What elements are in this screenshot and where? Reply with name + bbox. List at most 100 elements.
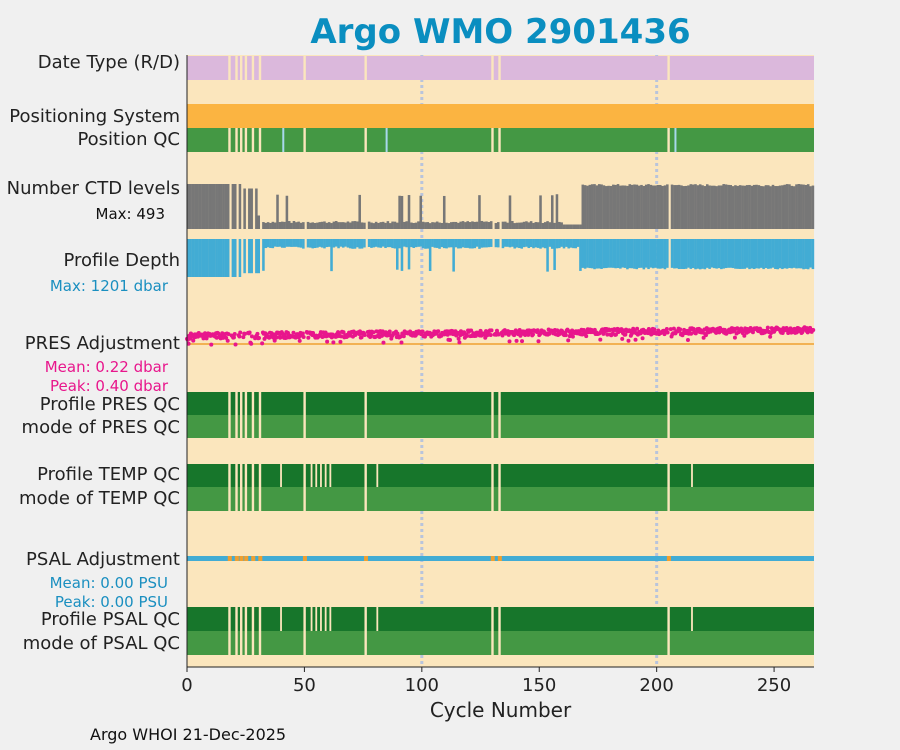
depth-bar	[546, 239, 549, 272]
ctd-bar	[370, 222, 373, 229]
label-psal-adjustment: PSAL Adjustment	[25, 549, 180, 570]
pres-point	[732, 335, 737, 340]
gap-mark	[498, 607, 501, 631]
depth-bar	[346, 239, 350, 248]
ctd-bar	[403, 221, 406, 229]
pres-point	[249, 334, 254, 339]
note-pres-mean: Mean: 0.22 dbar	[44, 358, 168, 376]
gap-mark	[364, 631, 367, 655]
depth-bar	[689, 239, 693, 269]
ctd-bar	[785, 184, 789, 229]
depth-bar	[534, 239, 538, 248]
depth-bar	[337, 239, 340, 249]
depth-bar	[323, 239, 326, 249]
ctd-bar	[351, 221, 354, 229]
gap-mark	[667, 487, 670, 511]
depth-bar	[635, 239, 639, 270]
ctd-bar	[485, 221, 488, 229]
ctd-bar	[201, 184, 204, 229]
depth-bar	[804, 239, 808, 269]
depth-bar	[344, 239, 347, 247]
psal-gap	[490, 556, 495, 561]
pres-point	[445, 332, 450, 337]
label-profile-temp-qc: Profile TEMP QC	[37, 464, 180, 485]
gap-mark	[258, 464, 262, 487]
depth-bar	[442, 239, 446, 249]
gap-mark	[364, 56, 367, 80]
ctd-bar	[642, 185, 646, 229]
ctd-bar	[445, 222, 448, 229]
depth-bar	[520, 239, 524, 249]
depth-bar	[684, 239, 688, 269]
pres-point	[640, 336, 645, 341]
ctd-bar	[419, 195, 423, 229]
depth-bar	[428, 239, 432, 272]
depth-bar	[194, 239, 197, 277]
depth-bar	[717, 239, 721, 269]
ctd-bar	[341, 222, 345, 229]
ctd-bar	[316, 222, 319, 229]
temp-qc-gap	[315, 464, 318, 487]
pres-point	[436, 329, 441, 334]
ctd-bar	[792, 186, 796, 229]
ctd-bar	[647, 184, 650, 229]
gap-mark	[498, 392, 501, 415]
depth-bar	[522, 239, 526, 248]
ctd-bar	[743, 185, 747, 229]
ctd-bar	[208, 184, 211, 229]
ctd-bar	[670, 184, 674, 229]
ctd-bar	[290, 222, 293, 229]
depth-bar	[424, 239, 427, 249]
pres-point	[293, 335, 298, 340]
ctd-bar	[358, 194, 361, 229]
ctd-bar	[731, 186, 735, 229]
gap-mark	[303, 631, 306, 655]
position-qc-bad-mark	[385, 128, 388, 152]
psal-qc-gap	[376, 607, 379, 631]
depth-bar	[332, 239, 336, 248]
depth-bar	[341, 239, 345, 248]
depth-bar	[513, 239, 516, 249]
gap-mark	[303, 56, 306, 80]
position-qc-bad-mark	[674, 128, 677, 152]
gap-mark	[258, 128, 262, 152]
gap-mark	[235, 415, 238, 438]
gap-mark	[491, 128, 494, 152]
depth-bar	[431, 239, 434, 247]
ctd-bar	[360, 222, 364, 229]
ctd-bar	[806, 184, 810, 229]
ctd-bar	[262, 222, 265, 229]
ctd-bar	[762, 186, 765, 229]
ctd-bar	[769, 186, 772, 229]
gap-mark	[491, 464, 494, 487]
depth-bar	[219, 239, 223, 277]
ctd-bar	[778, 185, 782, 229]
depth-bar	[525, 239, 528, 247]
depth-bar	[283, 239, 286, 248]
gap-mark	[240, 487, 243, 511]
depth-bar	[736, 239, 740, 269]
depth-bar	[318, 239, 322, 247]
depth-bar	[562, 239, 566, 249]
ctd-bar	[713, 185, 716, 229]
gap-mark	[235, 607, 238, 631]
ctd-bar	[271, 221, 275, 229]
x-axis-label: Cycle Number	[429, 698, 572, 722]
depth-bar	[743, 239, 747, 269]
gap-mark	[491, 631, 494, 655]
depth-bar	[243, 239, 246, 274]
ctd-bar	[687, 185, 690, 229]
pres-point	[584, 334, 589, 339]
gap-mark	[228, 392, 231, 415]
ctd-bar	[480, 220, 484, 229]
gap-mark	[667, 631, 670, 655]
ctd-bar	[442, 195, 446, 229]
gap-mark	[667, 392, 670, 415]
ctd-bar	[283, 221, 286, 229]
depth-bar	[309, 239, 312, 248]
ctd-bar	[377, 222, 380, 229]
ctd-bar	[738, 185, 742, 229]
ctd-bar	[388, 223, 392, 229]
ctd-bar	[553, 222, 556, 229]
depth-bar	[783, 239, 787, 269]
